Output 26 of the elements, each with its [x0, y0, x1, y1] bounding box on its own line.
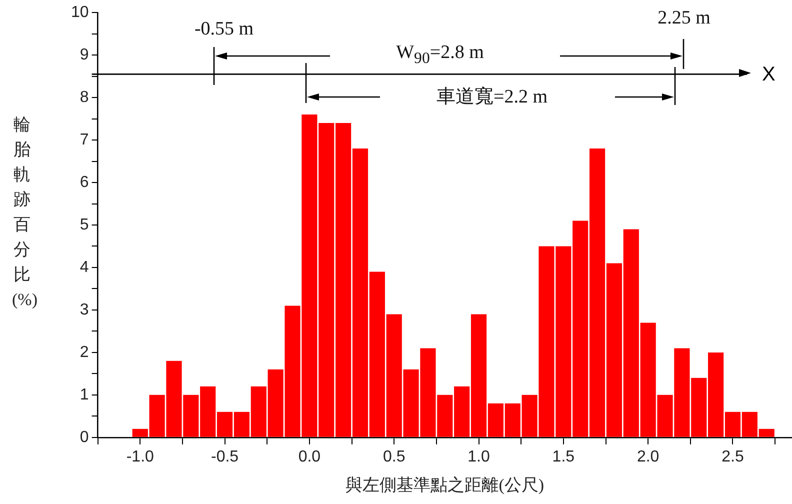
x-axis-title: 與左側基準點之距離(公尺) [346, 475, 544, 494]
x-tick-label: -0.5 [210, 448, 239, 466]
x-tick-label: 0.5 [382, 448, 406, 466]
x-tick-label: 2.0 [636, 448, 660, 466]
x-tick-label: 2.5 [722, 448, 744, 466]
y-tick-label: 2 [80, 344, 89, 361]
y-tick-label: 5 [80, 216, 89, 234]
x-tick-label: -1.0 [126, 448, 154, 466]
annotation: -0.55 m [194, 18, 254, 40]
y-tick-label: 7 [80, 131, 89, 148]
x-tick-label: 0.0 [298, 448, 321, 466]
annotation: W$_{90}$=2.8 m [396, 42, 484, 67]
y-axis-title: 輪胎軌跡百分比(%) [12, 114, 38, 311]
y-tick-label: 3 [80, 301, 89, 318]
y-tick-label: 6 [80, 174, 89, 191]
annotation: 車道寬=2.2 m [436, 86, 548, 108]
y-tick-label: 9 [80, 46, 89, 64]
ref-line-label: X [762, 64, 776, 86]
x-tick-label: 1.0 [468, 448, 490, 466]
x-tick-label: 1.5 [552, 448, 575, 466]
y-tick-label: 0 [80, 428, 89, 446]
y-tick-label: 8 [80, 88, 89, 106]
y-tick-label: 4 [80, 258, 89, 276]
y-tick-label: 1 [80, 386, 89, 404]
annotation: 2.25 m [658, 8, 710, 28]
y-tick-label: 10 [71, 4, 89, 22]
